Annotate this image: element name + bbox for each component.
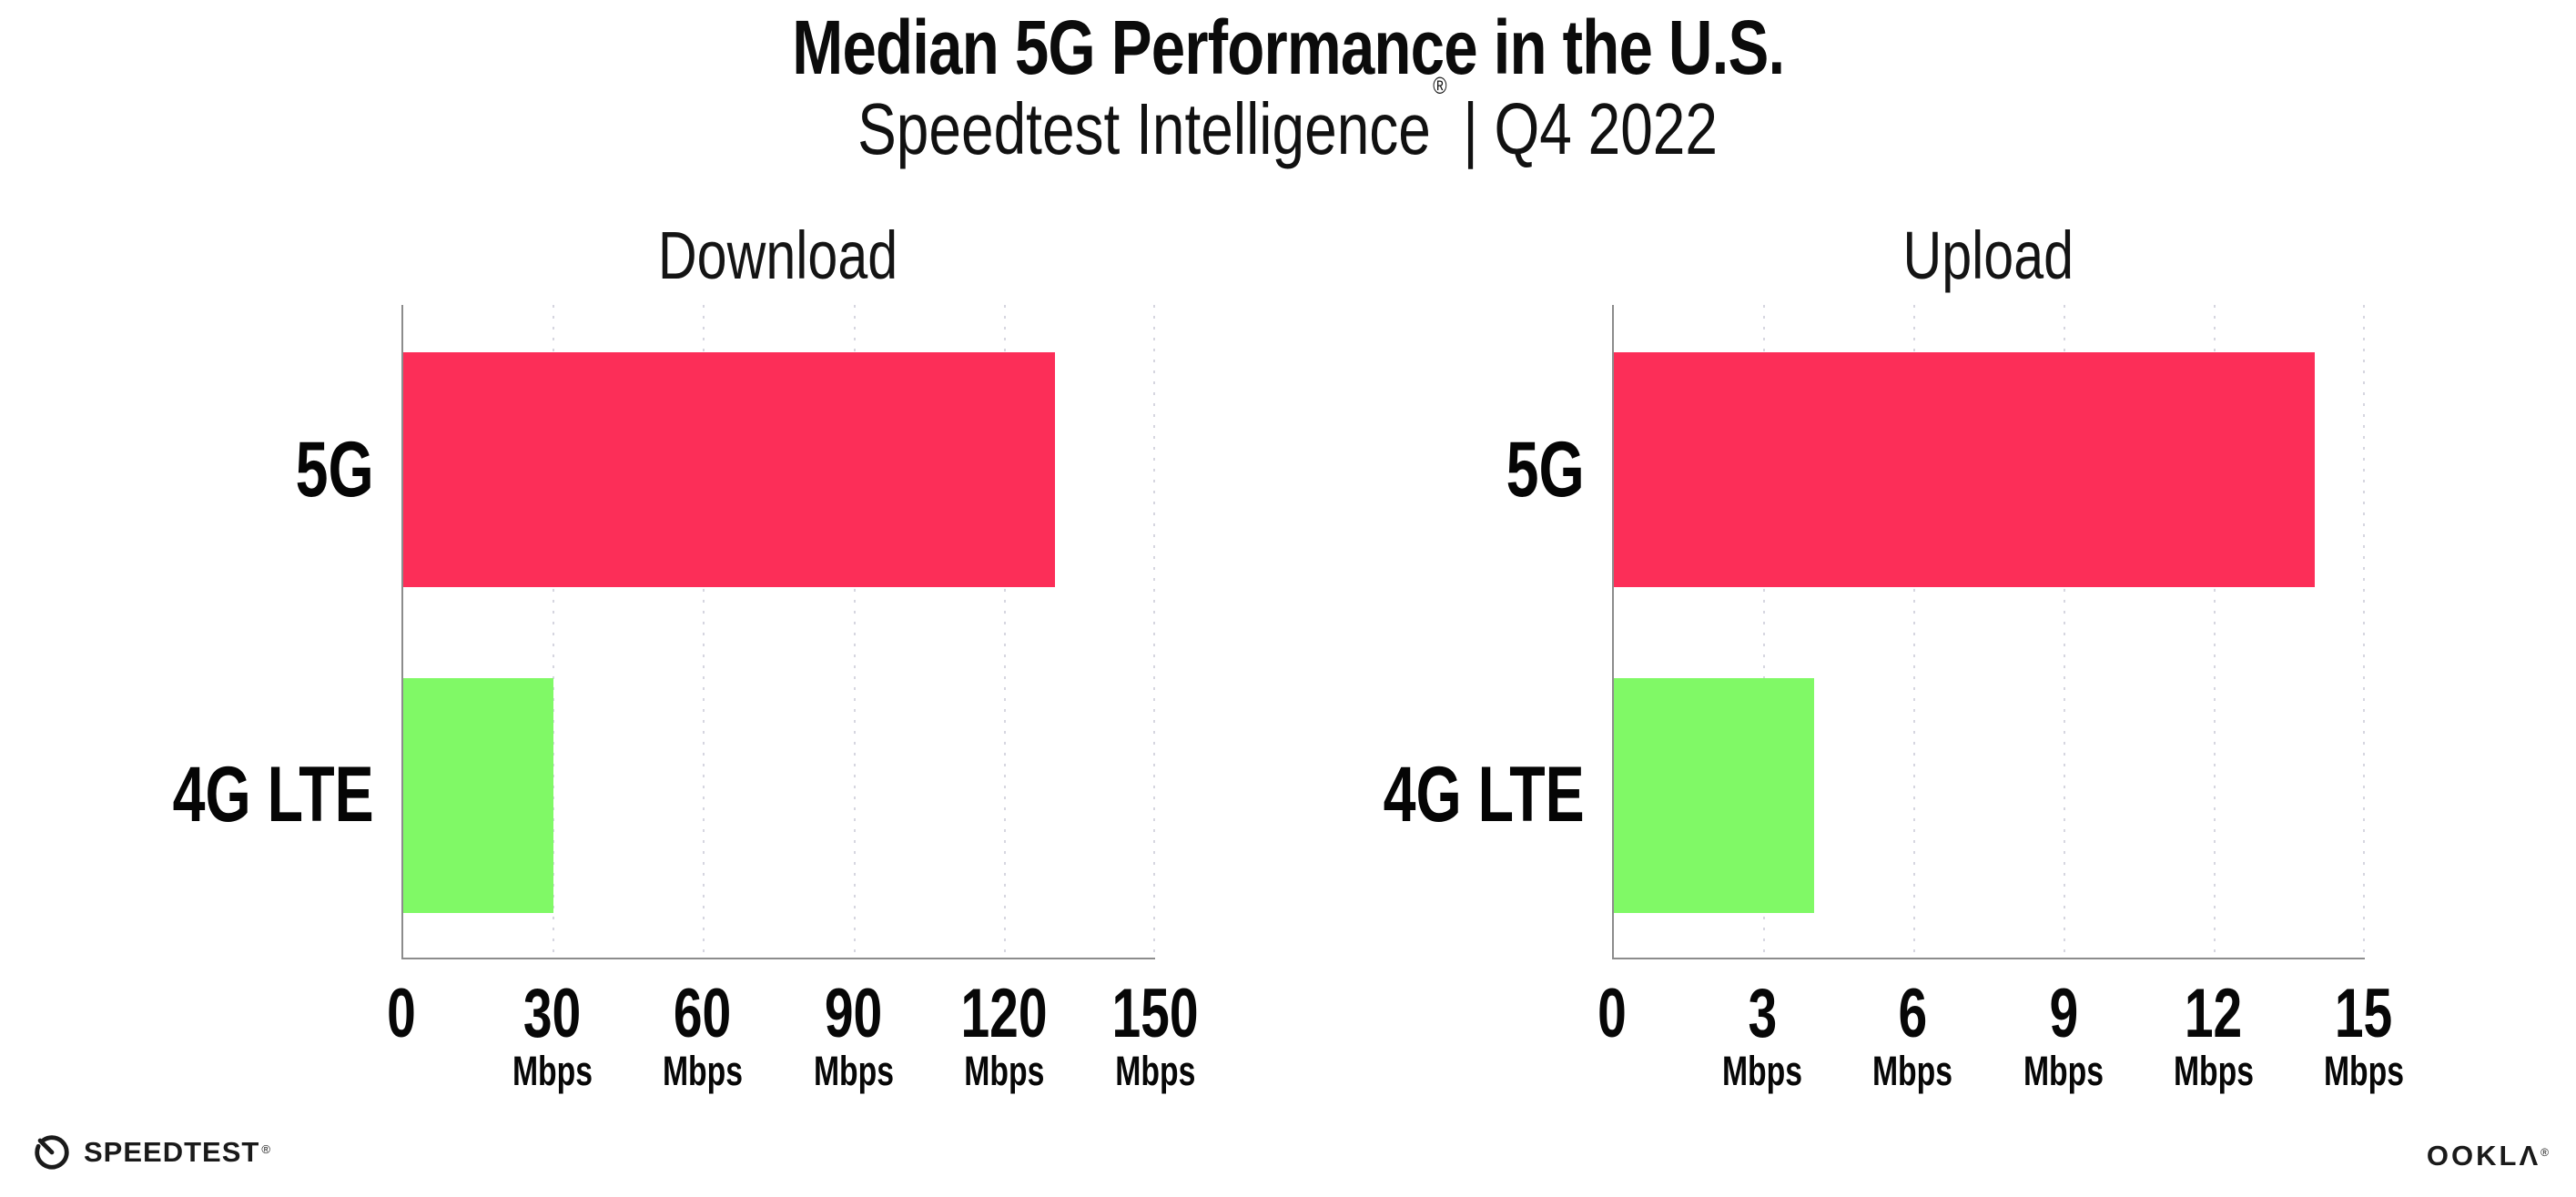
upload-chart-title: Upload	[1902, 218, 2074, 293]
gridline	[2363, 305, 2365, 958]
registered-trademark-icon: ®	[2541, 1146, 2549, 1159]
download-plot	[401, 305, 1155, 959]
x-tick-unit: Mbps	[813, 1048, 895, 1094]
x-tick-upload-3: 3 Mbps	[1709, 979, 1816, 1094]
speedtest-logo-text: SPEEDTEST ®	[84, 1135, 271, 1168]
category-label-4g-lte-download: 4G LTE	[172, 751, 374, 838]
gridline	[553, 305, 555, 958]
gridline	[1003, 305, 1006, 958]
gridline	[2214, 305, 2216, 958]
x-tick-unit: Mbps	[2023, 1048, 2104, 1094]
x-tick-upload-6: 6 Mbps	[1859, 979, 1966, 1094]
x-tick-unit: Mbps	[1114, 1048, 1196, 1094]
gridline	[1763, 305, 1765, 958]
bar-4g-lte-upload	[1614, 678, 1814, 913]
subtitle-period: Q4 2022	[1494, 88, 1719, 169]
x-tick-unit: Mbps	[2323, 1048, 2405, 1094]
x-tick-unit: Mbps	[1721, 1048, 1803, 1094]
speedtest-gauge-icon	[35, 1135, 69, 1170]
x-tick-download-90: 90 Mbps	[800, 979, 908, 1094]
upload-plot	[1612, 305, 2365, 959]
registered-trademark-icon: ®	[1433, 72, 1448, 100]
gridline	[1153, 305, 1155, 958]
ookla-logo: OOKLΛ®	[2427, 1141, 2549, 1170]
x-tick-unit: Mbps	[2173, 1048, 2255, 1094]
x-tick-download-30: 30 Mbps	[499, 979, 606, 1094]
category-label-5g-download: 5G	[295, 426, 374, 513]
x-tick-upload-15: 15 Mbps	[2310, 979, 2418, 1094]
x-tick-upload-0: 0	[1597, 975, 1627, 1052]
download-chart-title: Download	[658, 218, 898, 293]
bar-4g-lte-download	[403, 678, 554, 913]
x-tick-upload-9: 9 Mbps	[2010, 979, 2117, 1094]
gridline	[1913, 305, 1915, 958]
speedtest-logo: SPEEDTEST ®	[31, 1131, 271, 1172]
gridline	[703, 305, 705, 958]
subtitle-separator: |	[1463, 88, 1479, 169]
registered-trademark-icon: ®	[261, 1141, 271, 1156]
subtitle-brand: Speedtest Intelligence	[857, 88, 1432, 169]
gridline	[2064, 305, 2065, 958]
page-title: Median 5G Performance in the U.S.	[0, 9, 2576, 86]
x-tick-unit: Mbps	[662, 1048, 744, 1094]
x-tick-unit: Mbps	[1871, 1048, 1953, 1094]
bar-5g-upload	[1614, 352, 2315, 587]
bar-5g-download	[403, 352, 1055, 587]
x-tick-unit: Mbps	[963, 1048, 1045, 1094]
gridline	[853, 305, 856, 958]
page-title-text: Median 5G Performance in the U.S.	[791, 5, 1785, 90]
x-tick-upload-12: 12 Mbps	[2160, 979, 2267, 1094]
x-tick-unit: Mbps	[512, 1048, 593, 1094]
x-tick-download-60: 60 Mbps	[649, 979, 756, 1094]
x-tick-download-0: 0	[387, 975, 416, 1052]
ookla-logo-text: OOKLΛ	[2426, 1140, 2541, 1172]
x-tick-download-120: 120 Mbps	[947, 979, 1062, 1094]
category-label-4g-lte-upload: 4G LTE	[1383, 751, 1585, 838]
category-label-5g-upload: 5G	[1506, 426, 1585, 513]
x-tick-download-150: 150 Mbps	[1098, 979, 1213, 1094]
page-subtitle: Speedtest Intelligence® | Q4 2022	[0, 74, 2576, 166]
